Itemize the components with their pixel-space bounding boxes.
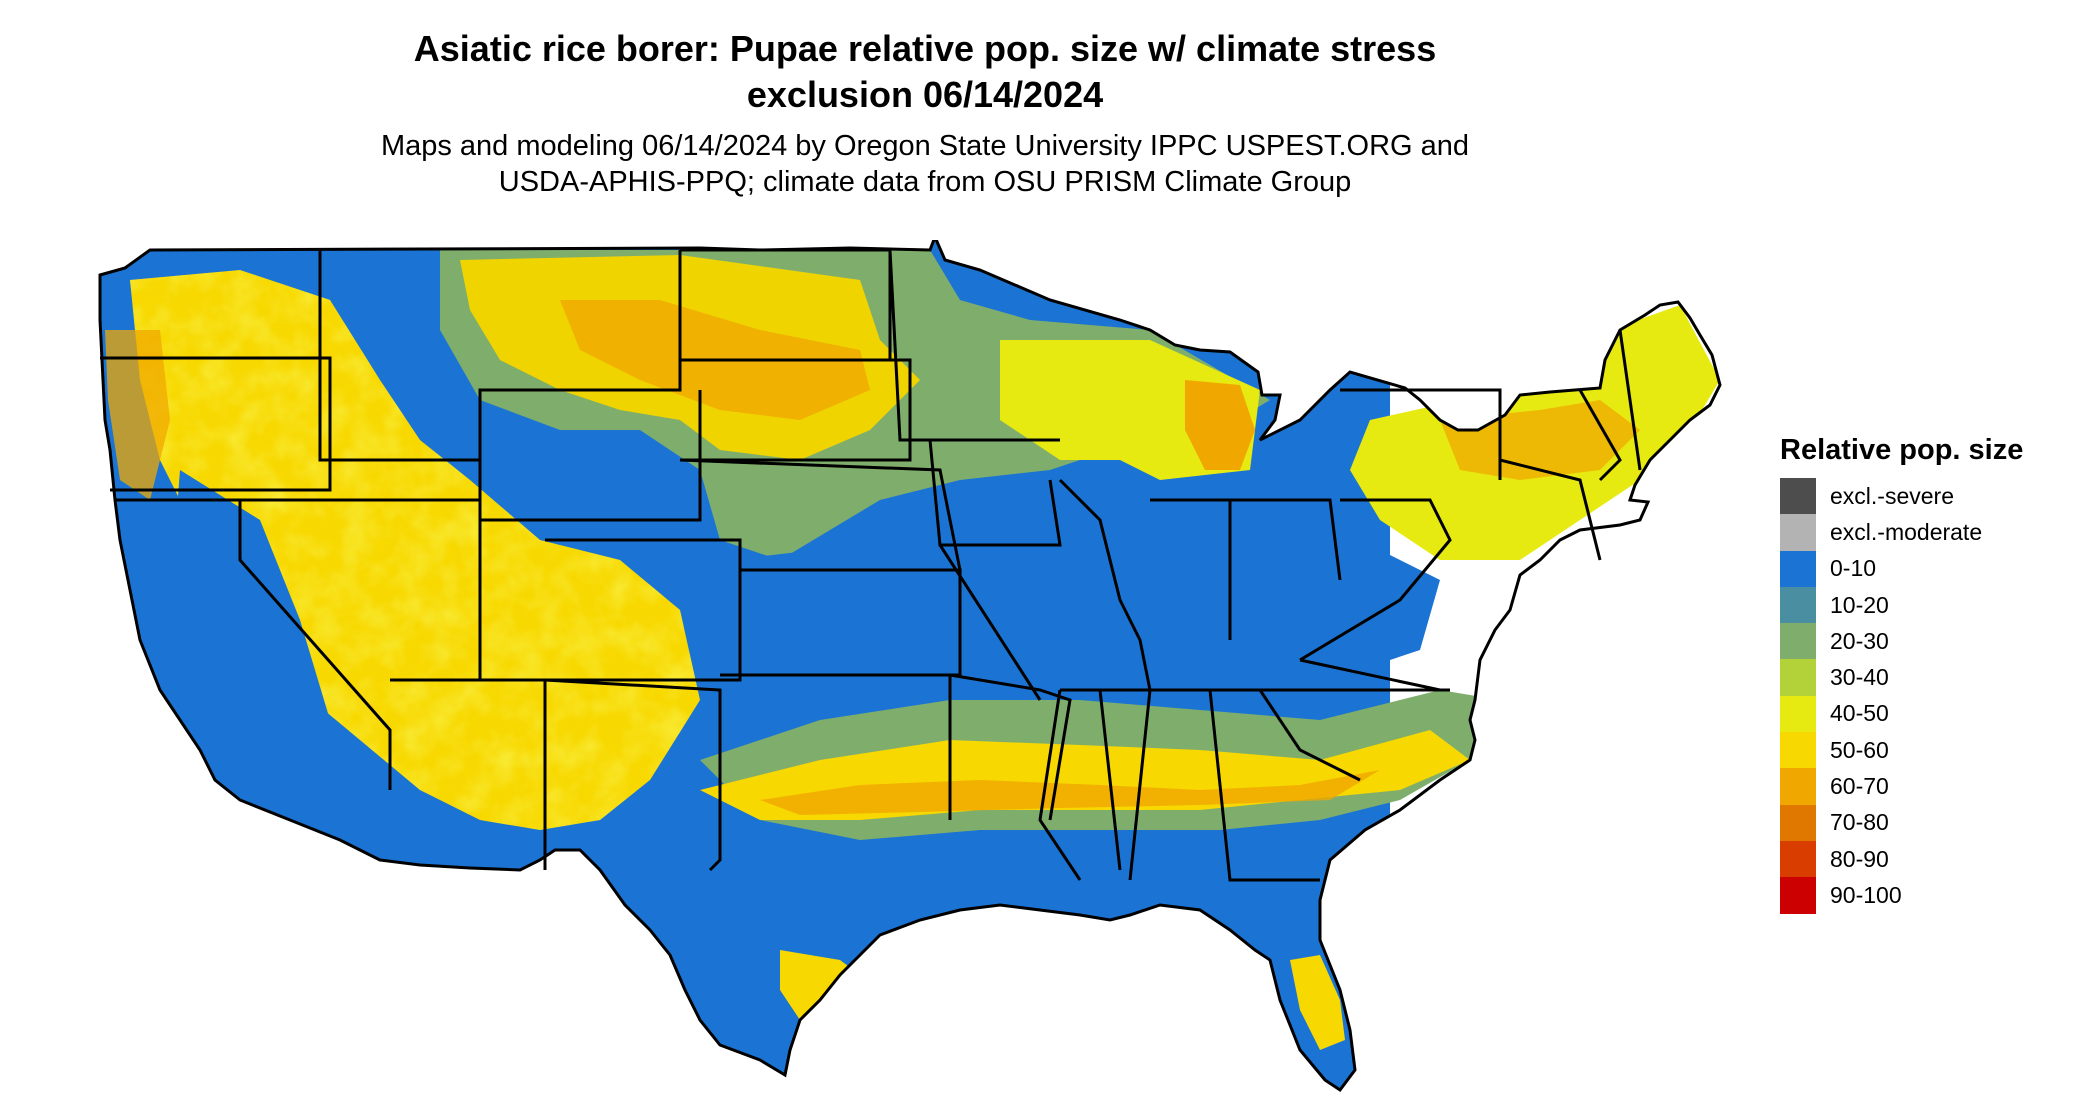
legend-item: 70-80: [1780, 804, 2080, 841]
legend-swatch: [1780, 623, 1816, 660]
legend-label: 80-90: [1830, 845, 1889, 872]
pacific-coast-zone: [105, 330, 170, 500]
legend-item: 0-10: [1780, 550, 2080, 587]
us-heat-map: [98, 240, 1722, 1093]
legend-swatch: [1780, 550, 1816, 587]
map-title-line-1: Asiatic rice borer: Pupae relative pop. …: [413, 28, 1437, 69]
legend-label: excl.-severe: [1830, 482, 1954, 509]
legend-label: 10-20: [1830, 591, 1889, 618]
legend-item: excl.-severe: [1780, 478, 2080, 515]
legend-swatch: [1780, 768, 1816, 805]
great-basin-low-zone: [170, 470, 330, 780]
legend-swatch: [1780, 659, 1816, 696]
florida-zone: [1290, 955, 1345, 1050]
legend-swatch: [1780, 840, 1816, 878]
legend-swatch: [1780, 695, 1816, 733]
legend-swatch: [1780, 478, 1816, 515]
legend-swatch: [1780, 877, 1816, 914]
map-subtitle-line-2: USDA-APHIS-PPQ; climate data from OSU PR…: [498, 166, 1352, 198]
michigan-hot-zone: [1185, 380, 1255, 470]
legend-title: Relative pop. size: [1780, 434, 2024, 466]
legend-item: 60-70: [1780, 768, 2080, 805]
legend-label: 40-50: [1830, 700, 1889, 727]
legend-label: 70-80: [1830, 809, 1889, 836]
central-low-zone: [700, 480, 1440, 720]
legend-label: 0-10: [1830, 555, 1877, 582]
western-mountains-texture: [130, 270, 700, 830]
map-title-line-2: exclusion 06/14/2024: [746, 74, 1104, 115]
legend-item: excl.-moderate: [1780, 514, 2080, 551]
legend-item: 50-60: [1780, 732, 2080, 769]
legend-label: 90-100: [1830, 881, 1902, 908]
legend-item: 90-100: [1780, 877, 2080, 914]
legend-item: 20-30: [1780, 623, 2080, 660]
legend-swatch: [1780, 732, 1816, 769]
state-borders: [100, 248, 1642, 882]
legend-label: 50-60: [1830, 736, 1889, 763]
legend-swatch: [1780, 514, 1816, 551]
coastline: [98, 240, 1722, 1093]
legend-item: 80-90: [1780, 840, 2080, 878]
legend-item: 10-20: [1780, 586, 2080, 624]
map-raster: [100, 240, 1720, 1090]
legend-label: 60-70: [1830, 773, 1889, 800]
legend-label: 30-40: [1830, 664, 1889, 691]
legend-swatch: [1780, 804, 1816, 841]
southern-band-hot-zone: [760, 770, 1380, 815]
legend: Relative pop. size excl.-severe excl.-mod…: [1780, 432, 2080, 914]
legend-items: excl.-severe excl.-moderate 0-10 10-20 20-30…: [1780, 478, 2080, 914]
legend-item: 30-40: [1780, 659, 2080, 696]
legend-item: 40-50: [1780, 695, 2080, 733]
legend-label: excl.-moderate: [1830, 518, 1983, 545]
legend-label: 20-30: [1830, 627, 1889, 654]
map-subtitle-line-1: Maps and modeling 06/14/2024 by Oregon S…: [380, 130, 1470, 162]
legend-swatch: [1780, 586, 1816, 624]
